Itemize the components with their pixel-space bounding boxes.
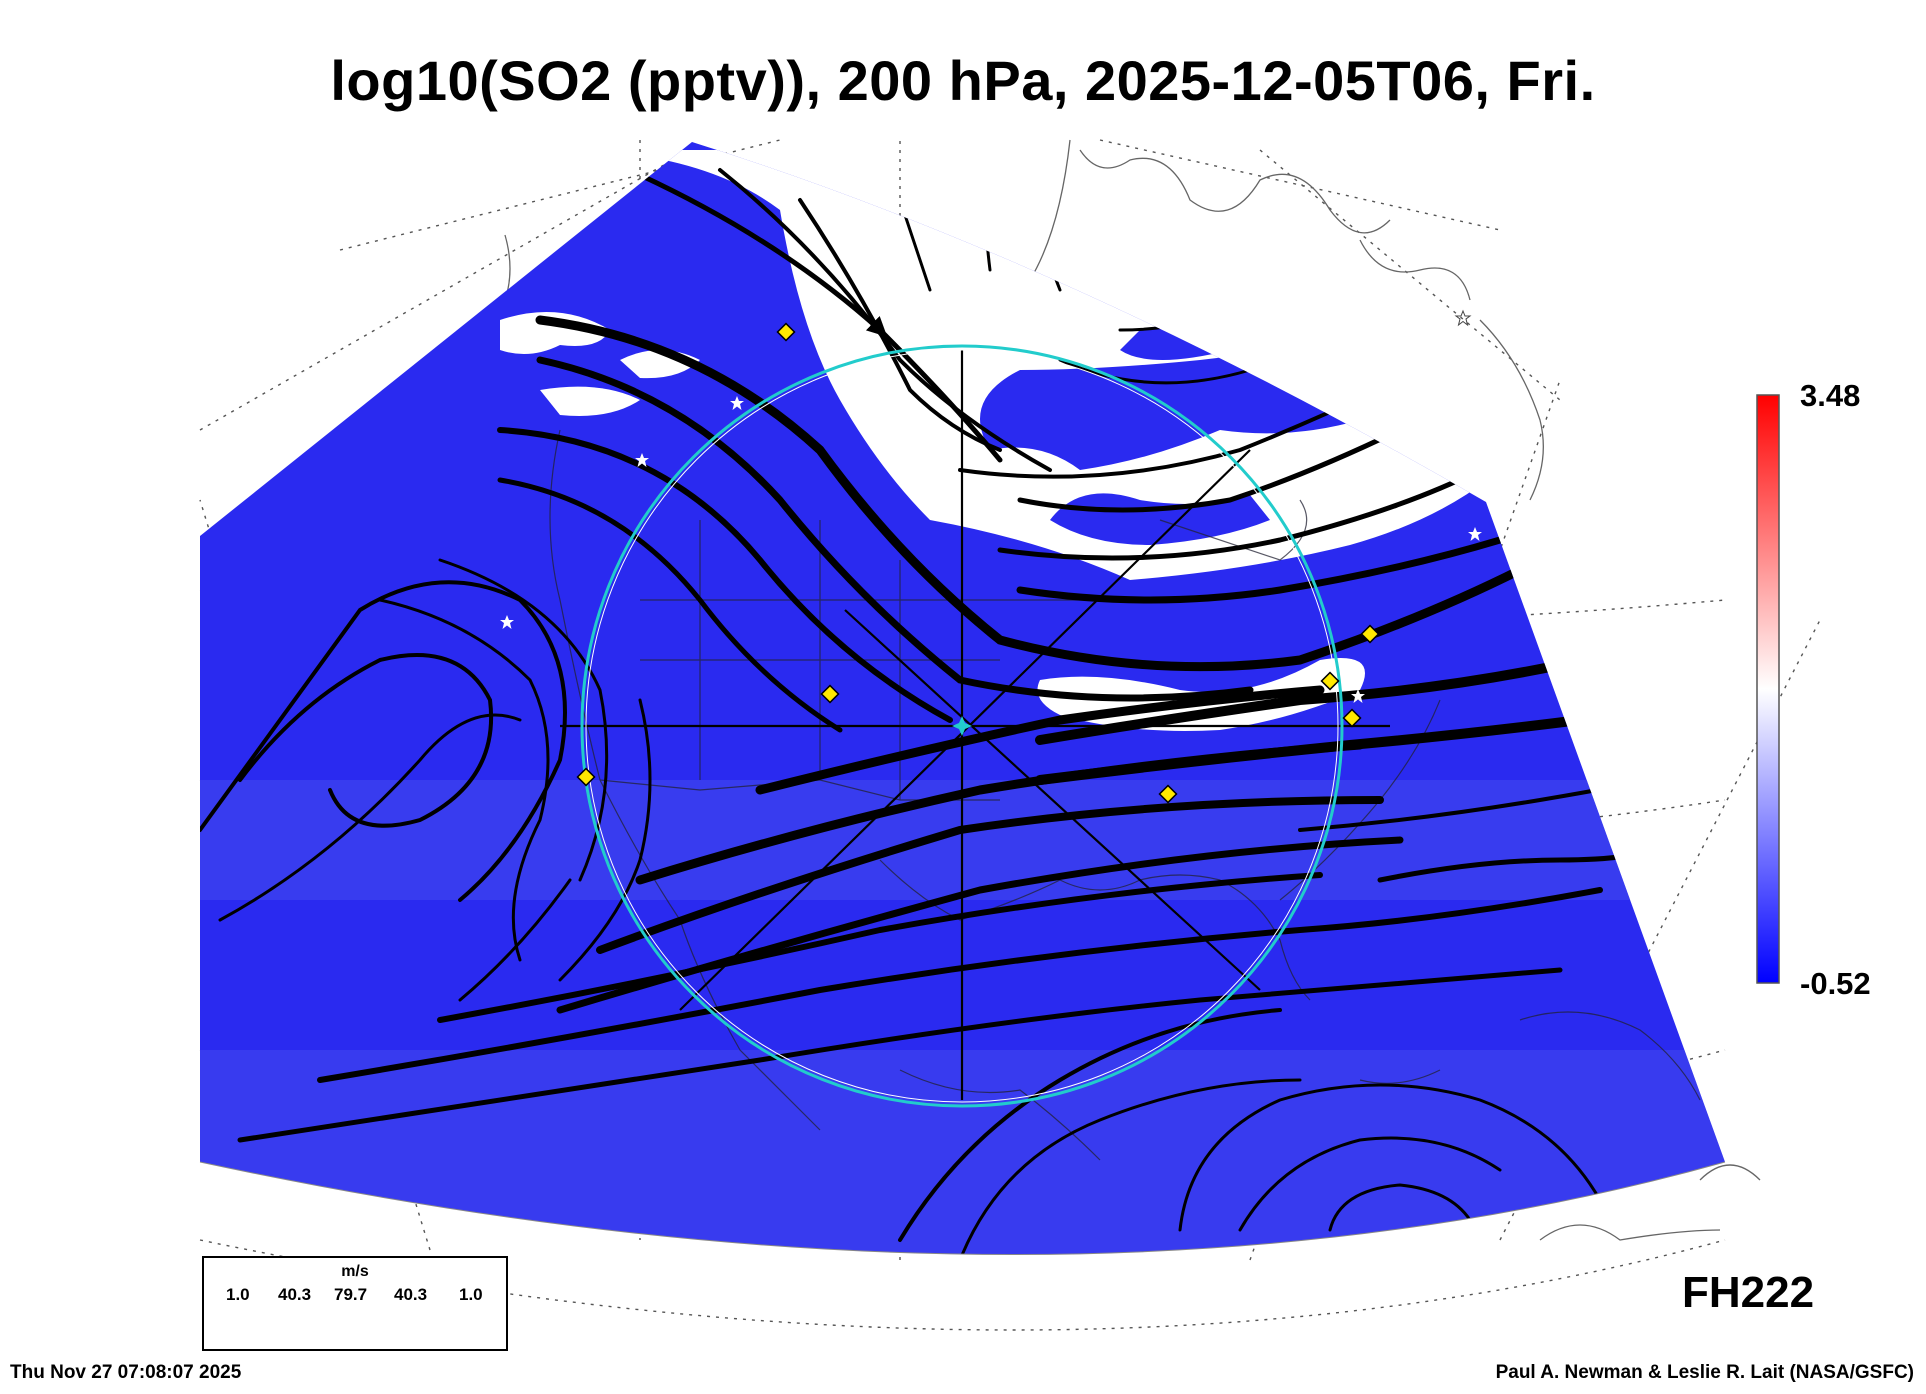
map-title: log10(SO2 (pptv)), 200 hPa, 2025-12-05T0…	[330, 49, 1596, 112]
wind-legend-label: 40.3	[278, 1285, 312, 1304]
diamond-icon[interactable]	[1320, 671, 1340, 691]
colorbar-max-label: 3.48	[1800, 378, 1861, 413]
diamond-icon[interactable]	[1342, 708, 1362, 728]
wind-legend-label: 1.0	[226, 1285, 250, 1304]
star-icon[interactable]	[730, 396, 744, 410]
diamond-icon[interactable]	[820, 684, 840, 704]
wind-legend-label: 79.7	[334, 1285, 368, 1304]
wind-legend-label: 40.3	[394, 1285, 428, 1304]
diamond-icon[interactable]	[1360, 624, 1380, 644]
star-icon[interactable]	[1454, 309, 1472, 327]
colorbar-min-label: -0.52	[1800, 966, 1871, 1001]
footer-timestamp: Thu Nov 27 07:08:07 2025	[10, 1362, 242, 1383]
diamond-icon[interactable]	[776, 322, 796, 342]
range-ring	[580, 344, 1344, 1108]
sector-outline	[199, 1161, 1726, 1255]
range-ring-inner	[585, 349, 1339, 1103]
wind-legend-unit: m/s	[341, 1263, 369, 1280]
center-star-icon[interactable]	[952, 716, 972, 736]
wind-legend: m/s 1.0 40.3 79.7 40.3 1.0	[202, 1256, 508, 1351]
footer-credit: Paul A. Newman & Leslie R. Lait (NASA/GS…	[1495, 1362, 1914, 1383]
site-markers	[500, 309, 1482, 804]
star-icon[interactable]	[500, 615, 514, 629]
star-icon[interactable]	[1468, 527, 1482, 541]
star-icon[interactable]	[1351, 689, 1365, 703]
forecast-hour-label: FH222	[1682, 1268, 1815, 1317]
wind-legend-label: 1.0	[459, 1285, 483, 1304]
star-icon[interactable]	[635, 453, 649, 467]
colorbar[interactable]	[1756, 394, 1780, 984]
wind-streamlines	[200, 148, 1663, 1255]
diamond-icon[interactable]	[576, 767, 596, 787]
diamond-icon[interactable]	[1158, 784, 1178, 804]
